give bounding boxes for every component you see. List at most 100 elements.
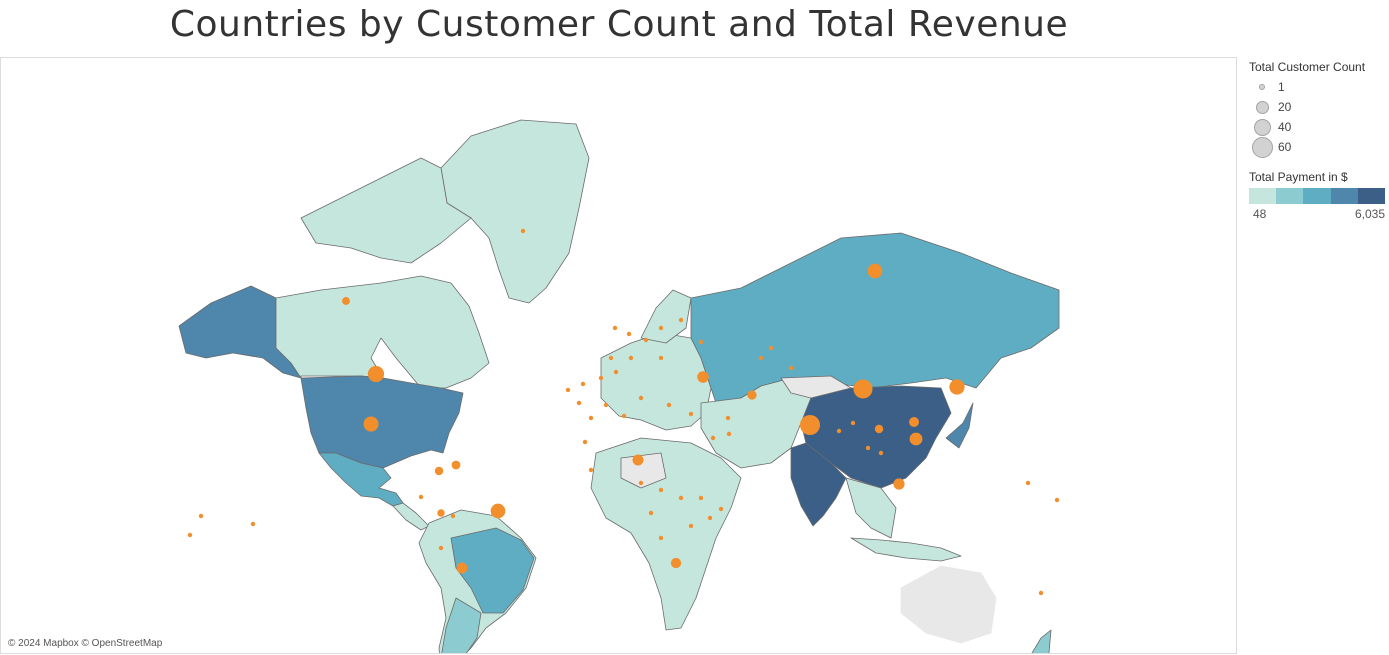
brazil-region — [450, 527, 535, 614]
bubble-canada[interactable] — [342, 297, 350, 305]
color-legend-step — [1330, 188, 1358, 204]
bubble-small-country[interactable] — [198, 513, 204, 519]
central-asia-region — [700, 377, 812, 469]
bubble-small-country[interactable] — [698, 339, 704, 345]
bubble-russia[interactable] — [867, 263, 883, 279]
bubble-mexico[interactable] — [363, 416, 379, 432]
bubble-colombia[interactable] — [434, 466, 444, 476]
bubble-brazil[interactable] — [490, 503, 506, 519]
bubble-small-country[interactable] — [688, 523, 694, 529]
japan-region — [945, 402, 974, 449]
southeast-asia-region — [845, 477, 897, 539]
scandinavia-region — [640, 289, 692, 344]
bubble-small-country[interactable] — [658, 325, 664, 331]
bubble-layer — [187, 228, 1060, 596]
bubble-small-country[interactable] — [438, 545, 444, 551]
bubble-small-country[interactable] — [638, 480, 644, 486]
bubble-india[interactable] — [799, 414, 821, 436]
bubble-small-country[interactable] — [788, 365, 794, 371]
bubble-small-country[interactable] — [836, 428, 842, 434]
bubble-small-country[interactable] — [1025, 480, 1031, 486]
india-region — [790, 442, 847, 527]
bubble-small-country[interactable] — [565, 387, 571, 393]
bubble-japan[interactable] — [949, 379, 965, 395]
bubble-united-states[interactable] — [367, 365, 385, 383]
bubble-venezuela[interactable] — [451, 460, 461, 470]
bubble-small-country[interactable] — [621, 413, 627, 419]
bubble-small-country[interactable] — [613, 369, 619, 375]
bubble-small-country[interactable] — [726, 431, 732, 437]
bubble-small-country[interactable] — [850, 420, 856, 426]
color-legend-step — [1303, 188, 1331, 204]
bubble-small-country[interactable] — [628, 355, 634, 361]
bubble-small-country[interactable] — [878, 450, 884, 456]
color-legend-ramp — [1249, 188, 1386, 204]
indonesia-region — [850, 537, 962, 562]
bubble-small-country[interactable] — [612, 325, 618, 331]
world-map[interactable] — [1, 58, 1237, 654]
bubble-turkey[interactable] — [697, 371, 709, 383]
size-legend-item: 40 — [1249, 118, 1389, 138]
argentina-region — [441, 597, 482, 653]
map-view[interactable]: © 2024 Mapbox © OpenStreetMap — [0, 57, 1237, 654]
bubble-small-country[interactable] — [648, 510, 654, 516]
australia-region — [900, 565, 997, 644]
bubble-small-country[interactable] — [707, 515, 713, 521]
bubble-small-country[interactable] — [658, 535, 664, 541]
bubble-small-country[interactable] — [758, 355, 764, 361]
size-legend-circle — [1254, 119, 1271, 136]
bubble-small-country[interactable] — [865, 445, 871, 451]
size-legend-label: 40 — [1278, 120, 1292, 134]
bubble-small-country[interactable] — [768, 345, 774, 351]
bubble-taiwan[interactable] — [909, 417, 919, 427]
bubble-small-country[interactable] — [588, 467, 594, 473]
bubble-small-country[interactable] — [666, 402, 672, 408]
bubble-small-country[interactable] — [725, 415, 731, 421]
bubble-small-country[interactable] — [588, 415, 594, 421]
europe-region — [600, 332, 712, 431]
size-legend-title: Total Customer Count — [1249, 60, 1366, 74]
bubble-small-country[interactable] — [1038, 590, 1044, 596]
mongolia-nodata-region — [780, 375, 852, 399]
bubble-argentina[interactable] — [456, 562, 468, 574]
bubble-small-country[interactable] — [603, 402, 609, 408]
bubble-small-country[interactable] — [626, 331, 632, 337]
size-legend-label: 60 — [1278, 140, 1292, 154]
bubble-china[interactable] — [853, 379, 873, 399]
bubble-small-country[interactable] — [698, 495, 704, 501]
bubble-small-country[interactable] — [250, 521, 256, 527]
bubble-indonesia[interactable] — [893, 478, 905, 490]
bubble-philippines[interactable] — [909, 432, 923, 446]
bubble-small-country[interactable] — [658, 355, 664, 361]
color-legend-step — [1357, 188, 1386, 204]
bubble-small-country[interactable] — [678, 317, 684, 323]
bubble-nigeria[interactable] — [632, 454, 644, 466]
bubble-small-country[interactable] — [450, 513, 456, 519]
color-legend-step — [1276, 188, 1304, 204]
bubble-small-country[interactable] — [1054, 497, 1060, 503]
bubble-small-country[interactable] — [643, 337, 649, 343]
bubble-small-country[interactable] — [678, 495, 684, 501]
bubble-small-country[interactable] — [580, 381, 586, 387]
bubble-peru[interactable] — [437, 509, 445, 517]
bubble-south-africa[interactable] — [670, 557, 682, 569]
bubble-iran[interactable] — [747, 390, 757, 400]
greenland-region — [440, 119, 590, 304]
bubble-small-country[interactable] — [576, 400, 582, 406]
map-attribution: © 2024 Mapbox © OpenStreetMap — [8, 638, 163, 649]
bubble-small-country[interactable] — [608, 355, 614, 361]
bubble-small-country[interactable] — [688, 411, 694, 417]
color-legend-step — [1249, 188, 1277, 204]
bubble-small-country[interactable] — [658, 487, 664, 493]
bubble-small-country[interactable] — [520, 228, 526, 234]
bubble-small-country[interactable] — [418, 494, 424, 500]
africa-region — [590, 437, 742, 631]
bubble-small-country[interactable] — [598, 375, 604, 381]
bubble-vietnam[interactable] — [874, 424, 884, 434]
bubble-small-country[interactable] — [187, 532, 193, 538]
bubble-small-country[interactable] — [718, 506, 724, 512]
bubble-small-country[interactable] — [582, 439, 588, 445]
bubble-small-country[interactable] — [638, 395, 644, 401]
size-legend-circle — [1256, 101, 1269, 114]
bubble-small-country[interactable] — [710, 435, 716, 441]
